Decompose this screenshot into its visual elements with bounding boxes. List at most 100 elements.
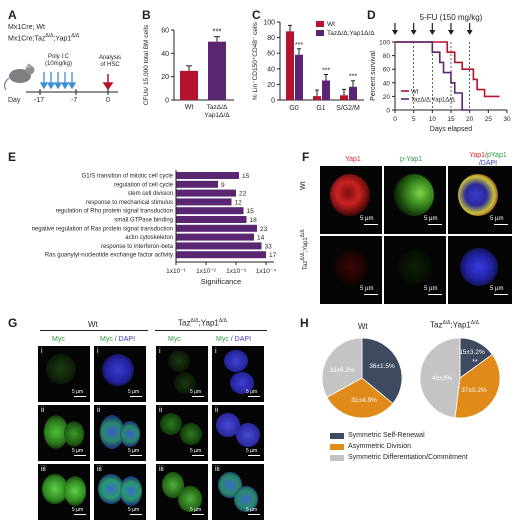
pie-value-label: 36±1.5% bbox=[369, 363, 395, 370]
legend-swatch bbox=[330, 443, 344, 450]
legend-swatch bbox=[330, 454, 344, 461]
injection-arrowhead bbox=[410, 30, 417, 35]
bar bbox=[313, 96, 321, 100]
go-term-label: regulation of cell cycle bbox=[114, 182, 174, 188]
bar bbox=[176, 207, 244, 215]
pie-slice bbox=[326, 377, 394, 419]
bar bbox=[176, 189, 236, 197]
gene-count-label: 22 bbox=[239, 191, 247, 198]
gene-count-label: 17 bbox=[269, 252, 277, 259]
bar bbox=[208, 41, 226, 100]
g-image-wt-myc-iii: iii 5 µm bbox=[38, 464, 90, 520]
legend-label: Wt bbox=[327, 21, 335, 28]
f-col-title-yap1: Yap1 bbox=[345, 156, 361, 163]
x-tick-label: G1 bbox=[316, 105, 325, 112]
f-col-title-merge: Yap1/pYap1/DAPI bbox=[469, 152, 507, 167]
injection-arrowhead bbox=[392, 30, 398, 35]
x-tick-label: 5 bbox=[412, 116, 416, 123]
panel-h-label: H bbox=[300, 316, 309, 330]
chart-b: 0 20 40 60 CFUs/ 15,000 total BM cells Wt TazΔ… bbox=[143, 24, 234, 119]
survival-line bbox=[395, 41, 500, 98]
g-image-wt-merge-iii: iii 5 µm bbox=[94, 464, 146, 520]
y-tick-label: 60 bbox=[267, 51, 275, 58]
bar bbox=[176, 224, 257, 232]
y-tick-label: 20 bbox=[383, 94, 391, 101]
x-tick-label: 1x10⁻⁴ bbox=[256, 268, 277, 275]
chart-title: 5-FU (150 mg/kg) bbox=[420, 13, 483, 22]
go-term-label: Ras guanylyl-nucleotide exchange factor … bbox=[45, 253, 173, 259]
significance-mark: *** bbox=[295, 42, 303, 49]
chart-e: G1/S transition of mitotic cell cycle 15 r… bbox=[32, 170, 277, 286]
x-tick-label: Wt bbox=[185, 104, 194, 111]
pie-value-label: 48±3% bbox=[432, 375, 452, 382]
h-title-wt: Wt bbox=[358, 322, 368, 331]
panel-f-label: F bbox=[302, 150, 310, 164]
y-tick-label: 20 bbox=[267, 82, 275, 89]
y-tick-label: 40 bbox=[161, 51, 169, 58]
legend-label: TazΔ/Δ;Yap1Δ/Δ bbox=[327, 30, 375, 37]
f-row-label-wt: Wt bbox=[300, 181, 307, 190]
legend-swatch bbox=[316, 21, 324, 27]
gene-count-label: 18 bbox=[250, 217, 258, 224]
bar bbox=[349, 86, 357, 100]
g-group-wt: Wt bbox=[88, 320, 98, 329]
go-term-label: stem cell division bbox=[128, 191, 173, 197]
x-tick-label: 1x10⁻² bbox=[196, 268, 217, 275]
x-tick-label: 0 bbox=[393, 116, 397, 123]
pie-value-label: 15±3.2% bbox=[459, 349, 485, 356]
gene-count-label: 9 bbox=[221, 182, 225, 189]
f-image-ko-merge: 5 µm bbox=[448, 236, 512, 304]
g-col-merge-wt: Myc / DAPI bbox=[100, 336, 136, 343]
poly-ic-arrows bbox=[39, 72, 77, 90]
y-tick-label: 40 bbox=[267, 66, 275, 73]
x-tick-label: TazΔ/Δ Yap1Δ/Δ bbox=[204, 104, 230, 119]
f-col-title-pyap1: p-Yap1 bbox=[400, 156, 423, 163]
legend-swatch bbox=[330, 432, 344, 439]
y-axis-label: CFUs/ 15,000 total BM cells bbox=[143, 24, 150, 105]
injection-arrowhead bbox=[429, 30, 436, 35]
g-col-myc-ko: Myc bbox=[168, 336, 181, 343]
pie-slice bbox=[361, 337, 403, 405]
dose-label: (10mg/kg) bbox=[45, 61, 73, 67]
g-image-ko-myc-ii: ii 5 µm bbox=[156, 405, 208, 461]
g-col-merge-ko: Myc / DAPI bbox=[216, 336, 252, 343]
bar bbox=[176, 216, 247, 223]
legend-swatch bbox=[316, 30, 324, 36]
x-tick-label: 15 bbox=[447, 116, 455, 123]
x-axis-label: Significance bbox=[201, 277, 241, 286]
genotype-wt-label: Mx1Cre; Wt bbox=[8, 24, 45, 31]
h-legend-item: Symmetric Differentiation/Commitment bbox=[330, 454, 468, 461]
y-tick-label: 0 bbox=[271, 98, 275, 105]
y-tick-label: 60 bbox=[383, 67, 391, 74]
panel-c-label: C bbox=[252, 8, 261, 22]
bar bbox=[176, 180, 218, 188]
analysis-label: Analysis of HSC bbox=[98, 55, 122, 68]
x-tick-label: 1x10⁻¹ bbox=[166, 268, 187, 275]
day-label: Day bbox=[8, 97, 21, 104]
bar bbox=[176, 242, 262, 250]
chart-d: 5-FU (150 mg/kg) 0 20 40 60 80 100 0 5 10 15 20 25 30… bbox=[370, 13, 511, 133]
g-image-ko-merge-iii: iii 5 µm bbox=[212, 464, 264, 520]
go-term-label: negative regulation of Ras protein signa… bbox=[32, 226, 173, 232]
gene-count-label: 15 bbox=[242, 173, 250, 180]
y-axis-label: Percent survival bbox=[370, 51, 377, 101]
survival-line bbox=[395, 41, 470, 111]
panel-d-label: D bbox=[367, 8, 376, 22]
g-image-ko-myc-iii: iii 5 µm bbox=[156, 464, 208, 520]
y-tick-label: 40 bbox=[383, 80, 391, 87]
treatment-label: Poly I:C bbox=[48, 54, 70, 60]
f-image-ko-yap1: 5 µm bbox=[320, 236, 382, 304]
g-image-ko-myc-i: i 5 µm bbox=[156, 346, 208, 402]
day-tick-label: 0 bbox=[106, 97, 110, 104]
legend-label: TazΔ/Δ;Yap1Δ/Δ bbox=[411, 98, 455, 104]
gene-count-label: 12 bbox=[235, 199, 243, 206]
x-axis-label: Days elapsed bbox=[430, 126, 473, 133]
gene-count-label: 33 bbox=[265, 243, 273, 250]
bar bbox=[322, 80, 330, 100]
gene-count-label: 23 bbox=[260, 226, 268, 233]
panel-a-label: A bbox=[8, 8, 17, 22]
x-tick-label: 30 bbox=[503, 116, 511, 123]
mouse-icon bbox=[3, 63, 35, 91]
x-tick-label: 1x10⁻³ bbox=[226, 268, 247, 275]
f-image-wt-yap1: 5 µm bbox=[320, 166, 382, 234]
